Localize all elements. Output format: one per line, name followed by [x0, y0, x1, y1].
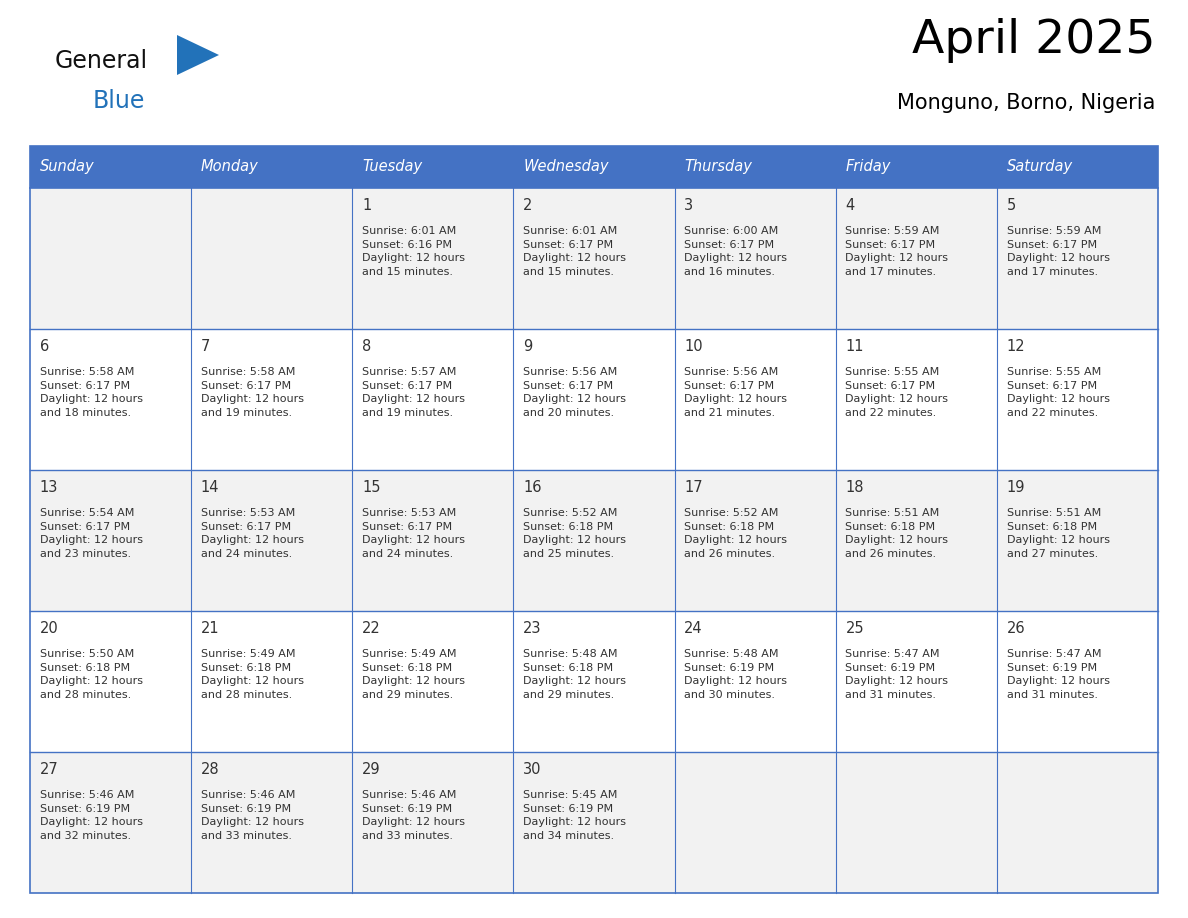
- Text: 13: 13: [39, 480, 58, 495]
- Text: Friday: Friday: [846, 160, 891, 174]
- Text: Sunrise: 5:56 AM
Sunset: 6:17 PM
Daylight: 12 hours
and 21 minutes.: Sunrise: 5:56 AM Sunset: 6:17 PM Dayligh…: [684, 367, 788, 418]
- Text: 3: 3: [684, 198, 694, 213]
- Text: 22: 22: [362, 621, 380, 636]
- Text: Sunrise: 5:52 AM
Sunset: 6:18 PM
Daylight: 12 hours
and 26 minutes.: Sunrise: 5:52 AM Sunset: 6:18 PM Dayligh…: [684, 508, 788, 559]
- Text: Sunrise: 5:53 AM
Sunset: 6:17 PM
Daylight: 12 hours
and 24 minutes.: Sunrise: 5:53 AM Sunset: 6:17 PM Dayligh…: [201, 508, 304, 559]
- Text: Sunrise: 5:59 AM
Sunset: 6:17 PM
Daylight: 12 hours
and 17 minutes.: Sunrise: 5:59 AM Sunset: 6:17 PM Dayligh…: [846, 226, 948, 277]
- Text: Sunday: Sunday: [39, 160, 94, 174]
- Text: Thursday: Thursday: [684, 160, 752, 174]
- Text: Sunrise: 5:51 AM
Sunset: 6:18 PM
Daylight: 12 hours
and 27 minutes.: Sunrise: 5:51 AM Sunset: 6:18 PM Dayligh…: [1006, 508, 1110, 559]
- Text: 29: 29: [362, 762, 380, 777]
- Text: 6: 6: [39, 339, 49, 354]
- Text: 11: 11: [846, 339, 864, 354]
- Polygon shape: [177, 35, 219, 75]
- Bar: [997, 146, 1158, 188]
- Text: Monguno, Borno, Nigeria: Monguno, Borno, Nigeria: [897, 93, 1155, 113]
- Text: 7: 7: [201, 339, 210, 354]
- Text: 23: 23: [523, 621, 542, 636]
- Bar: [353, 146, 513, 188]
- Text: General: General: [55, 49, 148, 73]
- Text: Saturday: Saturday: [1006, 160, 1073, 174]
- Text: 5: 5: [1006, 198, 1016, 213]
- Text: Sunrise: 5:48 AM
Sunset: 6:19 PM
Daylight: 12 hours
and 30 minutes.: Sunrise: 5:48 AM Sunset: 6:19 PM Dayligh…: [684, 649, 788, 700]
- Bar: [835, 146, 997, 188]
- Text: Sunrise: 5:47 AM
Sunset: 6:19 PM
Daylight: 12 hours
and 31 minutes.: Sunrise: 5:47 AM Sunset: 6:19 PM Dayligh…: [1006, 649, 1110, 700]
- Bar: [513, 146, 675, 188]
- Text: April 2025: April 2025: [911, 18, 1155, 63]
- Text: Sunrise: 6:00 AM
Sunset: 6:17 PM
Daylight: 12 hours
and 16 minutes.: Sunrise: 6:00 AM Sunset: 6:17 PM Dayligh…: [684, 226, 788, 277]
- Text: Sunrise: 5:54 AM
Sunset: 6:17 PM
Daylight: 12 hours
and 23 minutes.: Sunrise: 5:54 AM Sunset: 6:17 PM Dayligh…: [39, 508, 143, 559]
- Bar: [30, 146, 191, 188]
- Text: 27: 27: [39, 762, 58, 777]
- Text: 10: 10: [684, 339, 703, 354]
- Bar: [675, 146, 835, 188]
- Bar: [30, 329, 1158, 470]
- Text: Sunrise: 6:01 AM
Sunset: 6:16 PM
Daylight: 12 hours
and 15 minutes.: Sunrise: 6:01 AM Sunset: 6:16 PM Dayligh…: [362, 226, 465, 277]
- Text: 25: 25: [846, 621, 864, 636]
- Text: 26: 26: [1006, 621, 1025, 636]
- Text: Sunrise: 5:50 AM
Sunset: 6:18 PM
Daylight: 12 hours
and 28 minutes.: Sunrise: 5:50 AM Sunset: 6:18 PM Dayligh…: [39, 649, 143, 700]
- Text: 24: 24: [684, 621, 703, 636]
- Text: 14: 14: [201, 480, 220, 495]
- Text: 18: 18: [846, 480, 864, 495]
- Text: Blue: Blue: [93, 89, 145, 113]
- Bar: [30, 752, 1158, 893]
- Bar: [30, 146, 1158, 893]
- Text: Sunrise: 5:58 AM
Sunset: 6:17 PM
Daylight: 12 hours
and 18 minutes.: Sunrise: 5:58 AM Sunset: 6:17 PM Dayligh…: [39, 367, 143, 418]
- Text: 20: 20: [39, 621, 58, 636]
- Text: Sunrise: 5:59 AM
Sunset: 6:17 PM
Daylight: 12 hours
and 17 minutes.: Sunrise: 5:59 AM Sunset: 6:17 PM Dayligh…: [1006, 226, 1110, 277]
- Text: Sunrise: 5:56 AM
Sunset: 6:17 PM
Daylight: 12 hours
and 20 minutes.: Sunrise: 5:56 AM Sunset: 6:17 PM Dayligh…: [523, 367, 626, 418]
- Text: 16: 16: [523, 480, 542, 495]
- Bar: [30, 188, 1158, 329]
- Text: Monday: Monday: [201, 160, 259, 174]
- Text: Sunrise: 5:49 AM
Sunset: 6:18 PM
Daylight: 12 hours
and 29 minutes.: Sunrise: 5:49 AM Sunset: 6:18 PM Dayligh…: [362, 649, 465, 700]
- Text: Sunrise: 5:48 AM
Sunset: 6:18 PM
Daylight: 12 hours
and 29 minutes.: Sunrise: 5:48 AM Sunset: 6:18 PM Dayligh…: [523, 649, 626, 700]
- Text: 1: 1: [362, 198, 371, 213]
- Bar: [30, 611, 1158, 752]
- Text: Sunrise: 5:55 AM
Sunset: 6:17 PM
Daylight: 12 hours
and 22 minutes.: Sunrise: 5:55 AM Sunset: 6:17 PM Dayligh…: [846, 367, 948, 418]
- Text: Sunrise: 5:52 AM
Sunset: 6:18 PM
Daylight: 12 hours
and 25 minutes.: Sunrise: 5:52 AM Sunset: 6:18 PM Dayligh…: [523, 508, 626, 559]
- Text: Sunrise: 5:46 AM
Sunset: 6:19 PM
Daylight: 12 hours
and 33 minutes.: Sunrise: 5:46 AM Sunset: 6:19 PM Dayligh…: [362, 790, 465, 841]
- Text: Wednesday: Wednesday: [523, 160, 608, 174]
- Text: Sunrise: 5:58 AM
Sunset: 6:17 PM
Daylight: 12 hours
and 19 minutes.: Sunrise: 5:58 AM Sunset: 6:17 PM Dayligh…: [201, 367, 304, 418]
- Text: Sunrise: 5:51 AM
Sunset: 6:18 PM
Daylight: 12 hours
and 26 minutes.: Sunrise: 5:51 AM Sunset: 6:18 PM Dayligh…: [846, 508, 948, 559]
- Text: 2: 2: [523, 198, 532, 213]
- Text: 19: 19: [1006, 480, 1025, 495]
- Text: 4: 4: [846, 198, 854, 213]
- Text: 28: 28: [201, 762, 220, 777]
- Text: 9: 9: [523, 339, 532, 354]
- Text: Sunrise: 5:55 AM
Sunset: 6:17 PM
Daylight: 12 hours
and 22 minutes.: Sunrise: 5:55 AM Sunset: 6:17 PM Dayligh…: [1006, 367, 1110, 418]
- Text: 15: 15: [362, 480, 380, 495]
- Text: 21: 21: [201, 621, 220, 636]
- Text: Sunrise: 5:49 AM
Sunset: 6:18 PM
Daylight: 12 hours
and 28 minutes.: Sunrise: 5:49 AM Sunset: 6:18 PM Dayligh…: [201, 649, 304, 700]
- Text: Sunrise: 6:01 AM
Sunset: 6:17 PM
Daylight: 12 hours
and 15 minutes.: Sunrise: 6:01 AM Sunset: 6:17 PM Dayligh…: [523, 226, 626, 277]
- Text: Sunrise: 5:47 AM
Sunset: 6:19 PM
Daylight: 12 hours
and 31 minutes.: Sunrise: 5:47 AM Sunset: 6:19 PM Dayligh…: [846, 649, 948, 700]
- Text: 30: 30: [523, 762, 542, 777]
- Text: 12: 12: [1006, 339, 1025, 354]
- Text: Sunrise: 5:46 AM
Sunset: 6:19 PM
Daylight: 12 hours
and 33 minutes.: Sunrise: 5:46 AM Sunset: 6:19 PM Dayligh…: [201, 790, 304, 841]
- Bar: [191, 146, 353, 188]
- Text: Sunrise: 5:45 AM
Sunset: 6:19 PM
Daylight: 12 hours
and 34 minutes.: Sunrise: 5:45 AM Sunset: 6:19 PM Dayligh…: [523, 790, 626, 841]
- Text: Sunrise: 5:53 AM
Sunset: 6:17 PM
Daylight: 12 hours
and 24 minutes.: Sunrise: 5:53 AM Sunset: 6:17 PM Dayligh…: [362, 508, 465, 559]
- Bar: [30, 470, 1158, 611]
- Text: 17: 17: [684, 480, 703, 495]
- Text: 8: 8: [362, 339, 371, 354]
- Text: Sunrise: 5:46 AM
Sunset: 6:19 PM
Daylight: 12 hours
and 32 minutes.: Sunrise: 5:46 AM Sunset: 6:19 PM Dayligh…: [39, 790, 143, 841]
- Text: Sunrise: 5:57 AM
Sunset: 6:17 PM
Daylight: 12 hours
and 19 minutes.: Sunrise: 5:57 AM Sunset: 6:17 PM Dayligh…: [362, 367, 465, 418]
- Text: Tuesday: Tuesday: [362, 160, 422, 174]
